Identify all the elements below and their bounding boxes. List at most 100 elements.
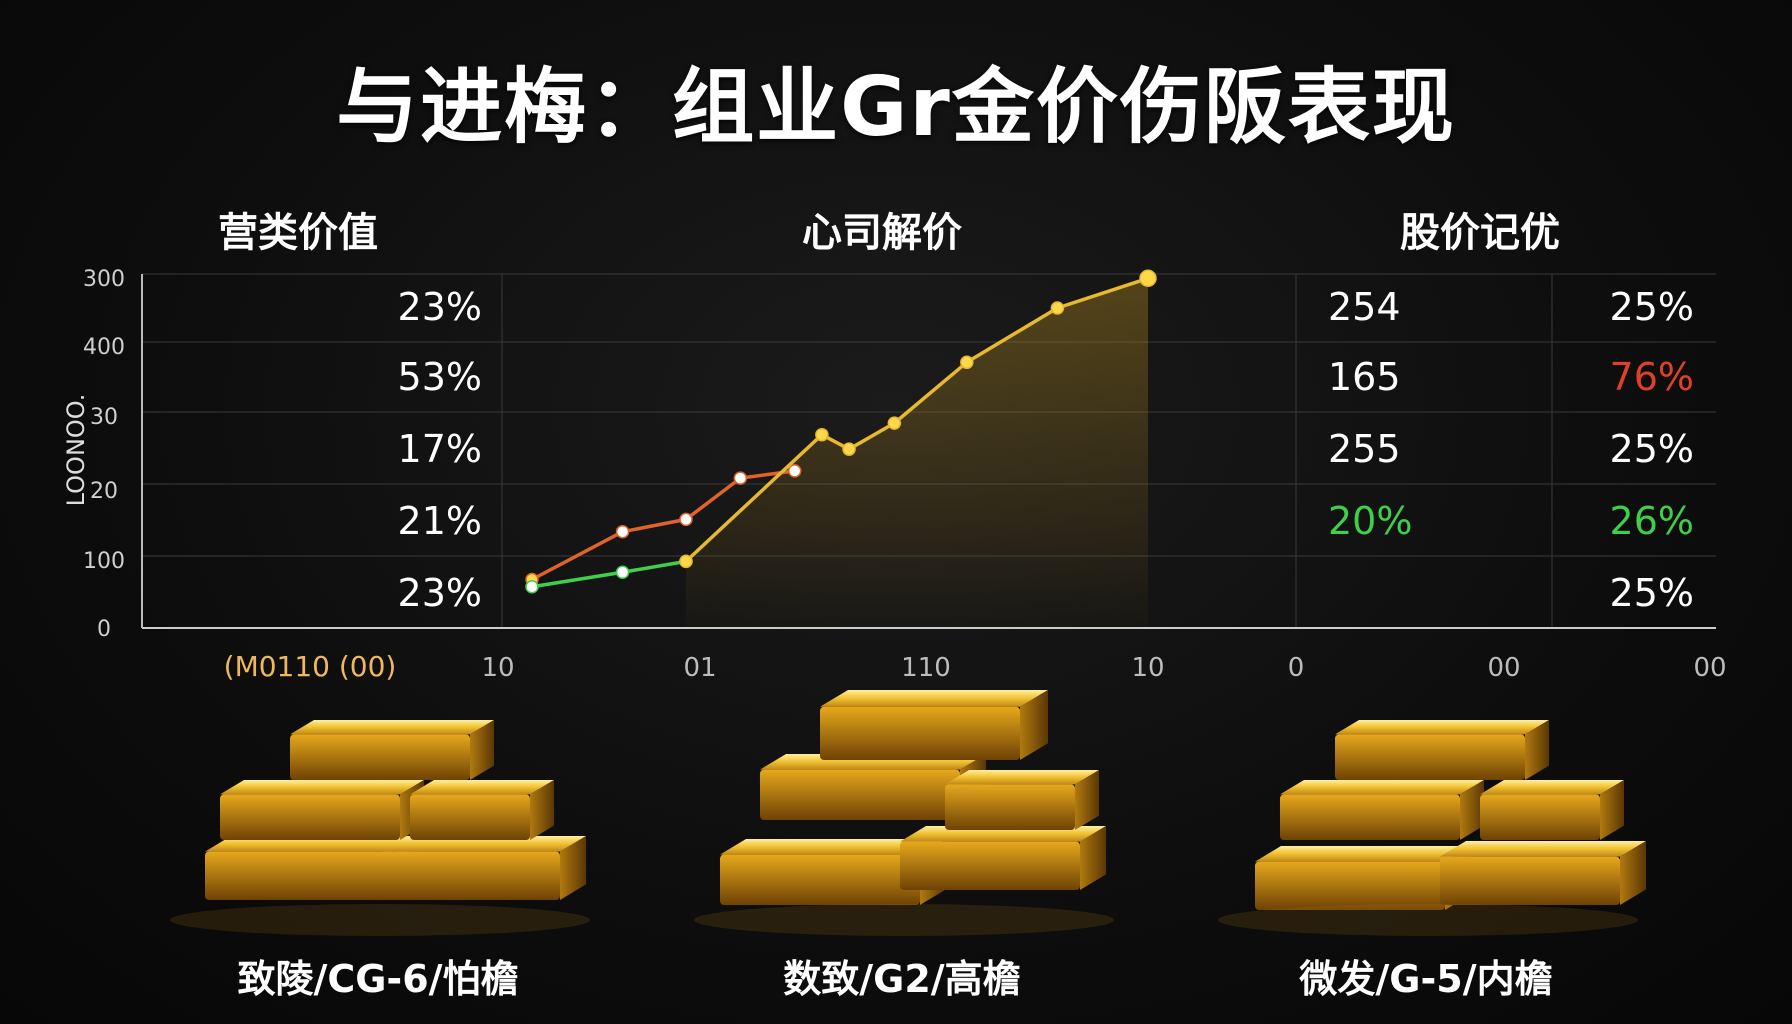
gold-bar-front <box>1255 861 1445 910</box>
gold-bar-front <box>720 854 920 905</box>
gold-bar-front <box>1280 794 1460 840</box>
right-value-a: 254 <box>1328 285 1401 329</box>
x-tick-label: 00 <box>1693 653 1726 683</box>
right-value-b: 76% <box>1610 355 1694 399</box>
gold-bar-0-1 <box>380 836 586 900</box>
gold-bar-front <box>1335 734 1525 780</box>
gold-bar-side <box>1020 690 1048 760</box>
gold-bar-2-4 <box>1335 720 1549 780</box>
series-point <box>842 442 856 456</box>
series-point <box>815 427 829 442</box>
x-tick-label: 10 <box>1131 653 1164 683</box>
left-value: 23% <box>398 571 482 615</box>
gold-bar-top <box>290 720 494 735</box>
series-line-1 <box>531 559 687 589</box>
gold-bar-top <box>945 770 1099 785</box>
x-tick-label: 110 <box>901 653 951 683</box>
gold-bar-side <box>1445 846 1471 910</box>
gold-bar-side <box>530 780 554 840</box>
gold-bar-front <box>380 851 560 900</box>
y-tick-label: 100 <box>83 549 125 574</box>
series-point <box>525 579 539 594</box>
gold-bar-2-1 <box>1440 841 1646 905</box>
gold-bar-front <box>820 706 1020 760</box>
column-header-left: 营类价值 <box>218 210 378 256</box>
gold-bar-top <box>720 839 946 855</box>
gold-reflection <box>694 904 1114 936</box>
left-value: 17% <box>398 427 482 471</box>
y-tick-label: 400 <box>83 335 125 360</box>
right-value-a: 255 <box>1328 427 1401 471</box>
gold-bar-2-0 <box>1255 846 1471 910</box>
page-title: 与进梅：组业Gr金价伤阪表现 <box>336 60 1456 155</box>
gold-caption-2: 数致/G2/高檐 <box>783 957 1021 1001</box>
right-value-b: 25% <box>1610 427 1694 471</box>
x-tick-label: 0 <box>1288 653 1305 683</box>
x-tick-label: (M0110 (00) <box>224 650 397 683</box>
column-header-center: 心司解价 <box>802 210 962 256</box>
gold-bar-top <box>1255 846 1471 862</box>
gold-caption-3: 微发/G-5/内檐 <box>1299 957 1553 1001</box>
gold-bar-side <box>1600 780 1624 840</box>
series-point <box>1050 301 1065 315</box>
gold-bar-side <box>920 839 946 905</box>
gold-bar-side <box>395 836 421 900</box>
gold-bar-top <box>1280 780 1484 795</box>
gold-bar-front <box>410 794 530 840</box>
series-point <box>960 355 974 370</box>
gold-bar-front <box>1480 794 1600 840</box>
x-tick-label: 10 <box>481 653 514 683</box>
gold-bar-1-1 <box>900 826 1106 890</box>
gold-bar-top <box>380 836 586 852</box>
right-value-b: 25% <box>1610 571 1694 615</box>
gold-bar-side <box>400 780 424 840</box>
gold-bar-front <box>205 851 395 900</box>
chart-area-fill <box>686 278 1148 628</box>
series-point <box>887 416 902 430</box>
gold-bar-1-4 <box>820 690 1048 760</box>
gold-reflection <box>170 904 590 936</box>
right-value-b: 25% <box>1610 285 1694 329</box>
column-header-right: 股价记优 <box>1400 210 1560 256</box>
x-tick-label: 01 <box>683 653 716 683</box>
series-point <box>679 554 693 569</box>
gold-caption-1: 致陵/CG-6/怕檐 <box>237 957 519 1001</box>
y-tick-label: 300 <box>83 267 125 292</box>
gold-reflection <box>1218 904 1638 936</box>
y-axis-label: LOONOO. <box>62 394 90 507</box>
gold-bar-1-2 <box>760 754 986 820</box>
gold-bar-side <box>1620 841 1646 905</box>
gold-bar-2-2 <box>1280 780 1484 840</box>
gold-bar-1-0 <box>720 839 946 905</box>
series-point <box>733 471 748 485</box>
gold-bar-top <box>220 780 424 795</box>
gold-bar-front <box>945 784 1075 830</box>
series-point <box>615 524 630 539</box>
left-value: 21% <box>398 499 482 543</box>
gold-area <box>686 278 1148 628</box>
y-tick-label: 30 <box>90 405 118 430</box>
gold-bar-side <box>960 754 986 820</box>
gold-bar-side <box>1525 720 1549 780</box>
gold-bar-front <box>220 794 400 840</box>
gold-bar-2-3 <box>1480 780 1624 840</box>
left-value: 23% <box>398 285 482 329</box>
gold-bar-top <box>205 836 421 852</box>
chart-series <box>525 269 1157 594</box>
gold-bar-top <box>900 826 1106 842</box>
gold-bar-0-2 <box>220 780 424 840</box>
gold-bar-top <box>1335 720 1549 735</box>
gold-bar-1-3 <box>945 770 1099 830</box>
right-value-b: 26% <box>1610 499 1694 543</box>
gold-bar-front <box>900 841 1080 890</box>
gold-bar-front <box>760 769 960 820</box>
gold-bar-side <box>1080 826 1106 890</box>
gold-bar-top <box>760 754 986 770</box>
gold-bar-0-4 <box>290 720 494 780</box>
gold-bar-0-0 <box>205 836 421 900</box>
gold-bar-side <box>1075 770 1099 830</box>
gold-bar-side <box>560 836 586 900</box>
series-point <box>679 512 693 527</box>
